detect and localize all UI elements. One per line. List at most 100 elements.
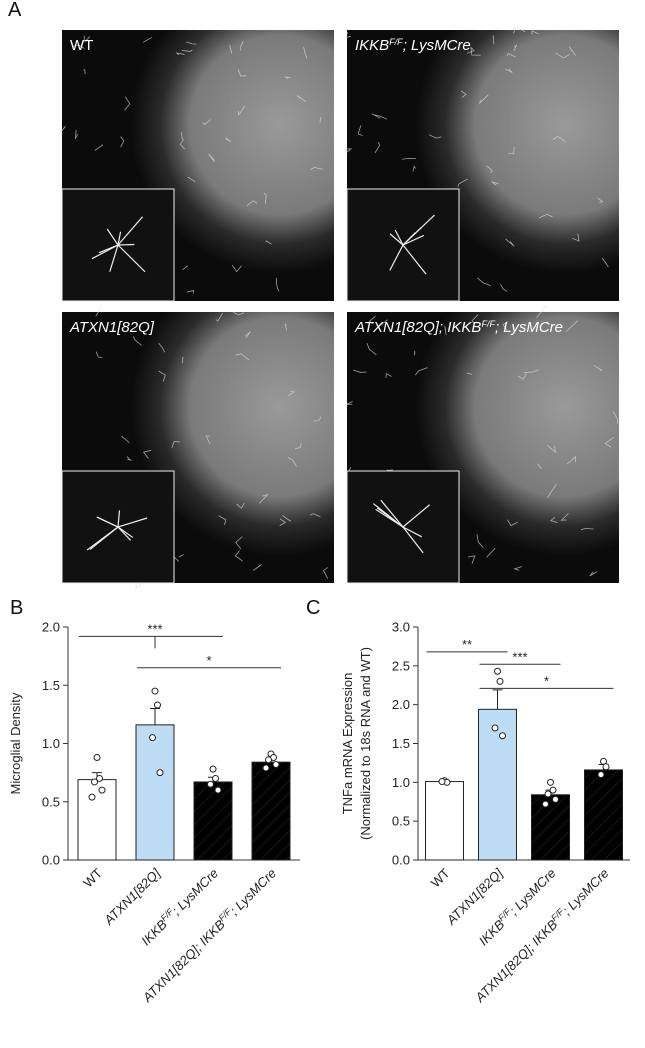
inset-cell [89,526,119,550]
cell-process [142,449,152,459]
inset-cell [394,229,404,246]
y-tick-label: 0.5 [392,814,410,829]
label-part: ATXN1[82Q] [100,865,163,928]
data-point [96,774,103,782]
error-bar [492,689,503,710]
y-axis-label: (Normalized to 18s RNA and WT) [358,647,373,840]
cell-process [265,240,272,245]
label-part: F/F [389,37,403,47]
cell-process [374,114,388,120]
y-tick-label: 1.0 [42,736,60,751]
data-point [491,724,499,732]
cell-process [566,455,576,465]
cell-process [282,514,292,522]
cell-process [240,41,244,51]
bar [135,724,175,861]
bar-chart: 0.0 0.5 1.0 1.5 2.0 Microglial Density WTATXN1… [8,620,300,1006]
label-part: ATXN1[82Q]; IKKB [354,319,481,336]
cell-process [345,32,351,39]
y-tick-label: 1.0 [392,775,410,790]
significance-label: * [206,653,211,668]
inset-cell [402,526,423,538]
label-part: ; LysMCre [227,866,279,918]
y-tick-label: 2.0 [392,697,410,712]
cell-process [218,515,227,526]
y-tick-label: 3.0 [392,620,410,635]
label-part: F/F [481,319,495,329]
cell-process [492,35,495,45]
cell-process [176,52,185,56]
cell-process [538,213,553,219]
label-part: ; LysMCre [559,866,611,918]
micrograph: IKKBF/F; LysMCre [344,25,619,302]
cell-process [244,331,251,339]
x-tick-label: WT [80,865,105,890]
bar-chart: 0.0 0.5 1.0 1.5 2.0 2.5 3.0 TNFa mRNA Expressio… [340,620,630,1006]
cell-process [124,96,131,111]
cell-process [72,44,85,49]
inset-cell [96,516,119,528]
data-point [154,701,161,709]
micrograph: ATXN1[82Q] [61,304,334,590]
cell-process [523,369,539,373]
data-point [149,734,156,742]
data-point [597,771,605,779]
label-part: ; LysMCre [506,866,558,918]
y-tick-label: 2.5 [392,658,410,673]
cell-process [94,144,104,151]
cell-process [143,37,153,43]
data-point [542,800,549,808]
cell-process [181,49,193,52]
data-point [552,795,559,803]
inset-cell [402,227,422,246]
cell-process [552,135,566,143]
cell-process [59,126,66,134]
inset-cell [117,244,146,273]
cell-process [234,550,243,562]
bar [584,769,623,861]
cell-process [171,441,180,448]
cell-process [415,367,428,376]
data-point [212,774,219,782]
cell-process [310,513,321,518]
cell-process [401,157,416,160]
label-part: ; LysMCre [169,866,221,918]
cell-process [375,319,388,330]
cell-process [428,134,442,139]
cell-process [279,518,287,526]
cell-process [182,357,184,364]
data-point [93,753,101,761]
cell-process [457,178,468,188]
cell-process [589,571,598,577]
data-point [272,760,280,768]
cell-process [513,44,518,52]
cell-process [275,277,280,292]
cell-process [345,401,353,405]
cell-process [506,52,516,58]
label-part: ; LysMCre [495,319,563,336]
cell-process [371,113,381,119]
image-label: WT [70,37,93,54]
y-tick-label: 0.0 [392,853,410,868]
cell-process [83,35,91,43]
micrograph: ATXN1[82Q]; IKKBF/F; LysMCre [345,305,619,584]
inset-cell [117,517,148,528]
cell-process [549,517,558,524]
data-point [602,763,610,771]
cell-process [259,493,269,504]
cell-process [385,372,392,378]
data-point [91,778,98,786]
cell-process [460,90,467,98]
cell-process [95,351,103,358]
cell-process [215,312,224,322]
cell-process [597,197,604,204]
inset-cell [117,510,121,528]
inset-cell [389,233,404,246]
cell-process [505,238,515,247]
cell-process [284,76,291,79]
x-tick-label: WT [428,865,453,890]
cell-process [229,45,233,54]
cell-process [95,304,102,317]
micrograph: WT [59,30,334,302]
